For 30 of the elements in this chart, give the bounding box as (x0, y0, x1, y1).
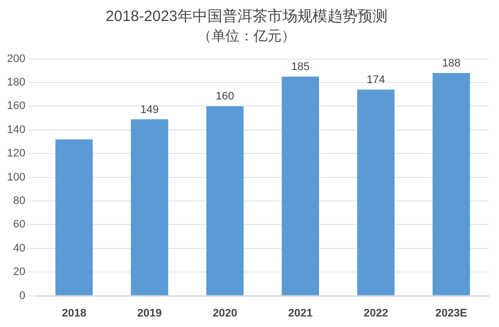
x-tick-label: 2021 (288, 307, 313, 320)
y-tick-label: 0 (19, 290, 26, 302)
chart-title: 2018-2023年中国普洱茶市场规模趋势预测 (106, 8, 388, 26)
bar (206, 106, 244, 296)
y-tick-label: 100 (6, 171, 26, 184)
bar (130, 119, 168, 296)
x-tick-label: 2020 (212, 307, 238, 320)
data-label: 185 (291, 61, 310, 74)
bar (55, 139, 93, 296)
y-tick-label: 80 (13, 195, 26, 208)
y-tick-label: 140 (6, 124, 26, 136)
bar (282, 76, 320, 296)
x-tick-label: 2019 (137, 307, 162, 320)
data-label: 160 (216, 90, 234, 103)
x-tick-label: 2022 (364, 307, 388, 320)
data-label: 188 (442, 58, 460, 70)
data-label: 174 (366, 74, 386, 86)
y-tick-label: 200 (6, 52, 26, 65)
x-tick-label: 2018 (62, 307, 86, 320)
chart-subtitle: （单位：亿元） (198, 27, 296, 44)
y-tick-label: 160 (6, 100, 26, 112)
y-tick-label: 60 (13, 218, 26, 231)
y-tick-label: 180 (6, 76, 26, 89)
bar (357, 90, 395, 296)
bar (432, 73, 470, 296)
y-tick-label: 20 (13, 266, 26, 278)
y-tick-label: 40 (13, 242, 26, 254)
data-label: 149 (140, 104, 159, 116)
x-tick-label: 2023E (435, 307, 468, 320)
y-tick-label: 120 (6, 148, 26, 160)
